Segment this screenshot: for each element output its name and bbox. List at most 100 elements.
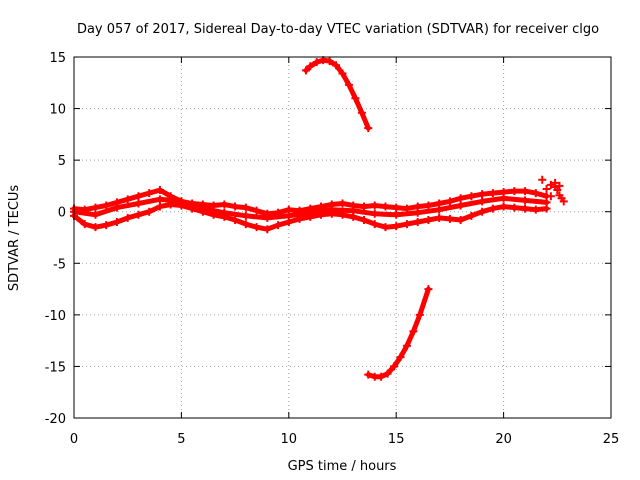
series-band-lower bbox=[70, 200, 551, 234]
x-tick-label: 0 bbox=[70, 432, 78, 447]
y-tick-label: -15 bbox=[45, 360, 66, 375]
data-point bbox=[478, 197, 487, 206]
data-point bbox=[456, 215, 465, 224]
data-point bbox=[241, 203, 250, 212]
data-point bbox=[383, 369, 392, 378]
axis-ticks bbox=[73, 56, 612, 419]
data-point bbox=[413, 218, 422, 227]
data-point bbox=[546, 192, 555, 201]
y-tick-label: 10 bbox=[49, 103, 66, 118]
data-point bbox=[359, 202, 368, 211]
data-point bbox=[155, 202, 164, 211]
data-point bbox=[546, 180, 555, 189]
data-point bbox=[220, 208, 229, 217]
data-point bbox=[377, 372, 386, 381]
data-point bbox=[370, 201, 379, 210]
data-point bbox=[456, 201, 465, 210]
data-point bbox=[413, 208, 422, 217]
chart-title: Day 057 of 2017, Sidereal Day-to-day VTE… bbox=[77, 22, 599, 37]
data-point bbox=[112, 203, 121, 212]
data-point bbox=[364, 370, 373, 379]
series-band-middle bbox=[70, 194, 551, 222]
data-point bbox=[559, 197, 568, 206]
data-point bbox=[435, 205, 444, 214]
x-tick-label: 15 bbox=[388, 432, 405, 447]
x-axis-label: GPS time / hours bbox=[288, 459, 397, 474]
data-point bbox=[531, 205, 540, 214]
data-point bbox=[409, 327, 418, 336]
y-tick-labels: -20 -15 -10 -5 0 5 10 15 bbox=[45, 51, 66, 427]
y-tick-label: 5 bbox=[58, 154, 66, 169]
data-point bbox=[134, 210, 143, 219]
y-axis-label: SDTVAR / TECUs bbox=[7, 185, 22, 292]
data-point bbox=[488, 189, 497, 198]
data-point bbox=[392, 203, 401, 212]
data-point bbox=[531, 189, 540, 198]
data-point bbox=[241, 211, 250, 220]
data-point bbox=[325, 57, 334, 66]
data-point bbox=[102, 201, 111, 210]
data-point bbox=[542, 198, 551, 207]
data-point bbox=[478, 207, 487, 216]
y-tick-label: -10 bbox=[45, 309, 66, 324]
data-point bbox=[312, 58, 321, 67]
x-tick-label: 5 bbox=[177, 432, 185, 447]
data-point bbox=[396, 353, 405, 362]
data-point bbox=[415, 310, 424, 319]
data-point bbox=[231, 215, 240, 224]
grid bbox=[74, 57, 611, 418]
data-point bbox=[402, 341, 411, 350]
data-point bbox=[338, 199, 347, 208]
data-point bbox=[252, 206, 261, 215]
series-line bbox=[365, 286, 431, 380]
data-point bbox=[553, 186, 562, 195]
data-point bbox=[424, 201, 433, 210]
data-point bbox=[338, 69, 347, 78]
data-point bbox=[467, 192, 476, 201]
series-cluster-end bbox=[538, 175, 568, 206]
data-point bbox=[370, 220, 379, 229]
data-point bbox=[301, 66, 310, 75]
series-segment-low bbox=[364, 285, 433, 381]
data-point bbox=[327, 205, 336, 214]
data-point bbox=[177, 197, 186, 206]
data-point bbox=[390, 362, 399, 371]
data-point bbox=[102, 221, 111, 230]
series-segment-high bbox=[301, 56, 373, 133]
data-point bbox=[220, 200, 229, 209]
data-point bbox=[424, 215, 433, 224]
data-point bbox=[349, 206, 358, 215]
data-point bbox=[344, 80, 353, 89]
data-point bbox=[542, 185, 551, 194]
data-point bbox=[510, 203, 519, 212]
data-point bbox=[467, 211, 476, 220]
data-point bbox=[145, 207, 154, 216]
data-point bbox=[332, 61, 341, 70]
x-tick-label: 25 bbox=[603, 432, 620, 447]
data-point bbox=[91, 223, 100, 232]
data-point bbox=[112, 218, 121, 227]
data-point bbox=[263, 213, 272, 222]
series-line bbox=[303, 57, 371, 131]
data-point bbox=[155, 186, 164, 195]
data-point bbox=[123, 213, 132, 222]
data-point bbox=[510, 187, 519, 196]
data-point bbox=[231, 202, 240, 211]
data-point bbox=[198, 204, 207, 213]
y-tick-label: 15 bbox=[49, 51, 66, 66]
x-tick-label: 10 bbox=[281, 432, 298, 447]
data-point bbox=[306, 208, 315, 217]
y-tick-label: 0 bbox=[58, 206, 66, 221]
y-tick-label: -20 bbox=[45, 412, 66, 427]
data-point bbox=[91, 203, 100, 212]
data-point bbox=[435, 213, 444, 222]
data-point bbox=[424, 285, 433, 294]
data-point bbox=[155, 195, 164, 204]
data-point bbox=[478, 190, 487, 199]
data-point bbox=[392, 210, 401, 219]
data-point bbox=[538, 175, 547, 184]
data-point bbox=[392, 222, 401, 231]
data-point bbox=[91, 210, 100, 219]
data-point bbox=[241, 220, 250, 229]
